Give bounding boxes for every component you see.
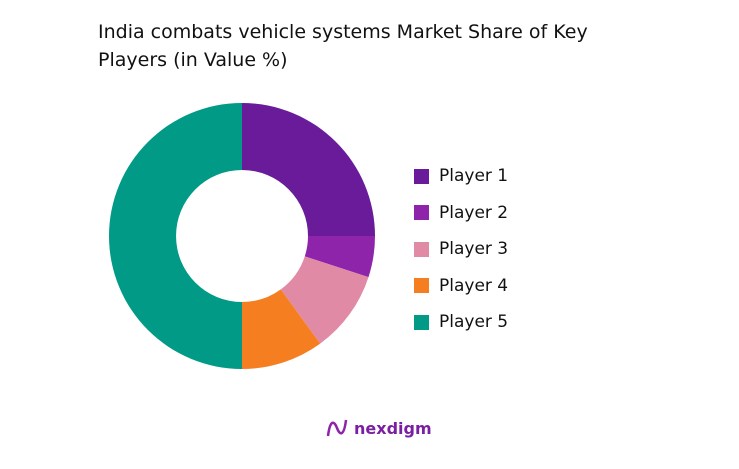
legend-item: Player 1 xyxy=(414,158,508,195)
legend-label: Player 5 xyxy=(439,312,509,333)
legend-swatch xyxy=(414,205,429,221)
legend-label: Player 2 xyxy=(439,202,509,223)
legend-swatch xyxy=(414,168,429,184)
slice-player-1 xyxy=(242,103,375,236)
slice-player-4 xyxy=(242,289,321,369)
legend-swatch xyxy=(414,278,429,294)
brand-name: nexdigm xyxy=(354,418,432,438)
chart-title: India combats vehicle systems Market Sha… xyxy=(98,21,588,71)
legend-item: Player 4 xyxy=(414,268,508,305)
nexdigm-logo-icon xyxy=(326,419,348,437)
legend: Player 1 Player 2 Player 3 Player 4 Player 5 xyxy=(414,158,508,341)
legend-item: Player 3 xyxy=(414,231,508,268)
legend-label: Player 4 xyxy=(439,275,509,296)
slice-player-5 xyxy=(109,103,242,369)
slice-player-3 xyxy=(280,256,369,344)
legend-label: Player 3 xyxy=(439,239,509,260)
legend-swatch xyxy=(414,314,429,330)
legend-item: Player 2 xyxy=(414,195,508,232)
legend-item: Player 5 xyxy=(414,304,508,341)
slice-player-2 xyxy=(304,236,375,278)
brand-logo: nexdigm xyxy=(326,418,432,438)
legend-label: Player 1 xyxy=(439,166,509,187)
legend-swatch xyxy=(414,241,429,257)
